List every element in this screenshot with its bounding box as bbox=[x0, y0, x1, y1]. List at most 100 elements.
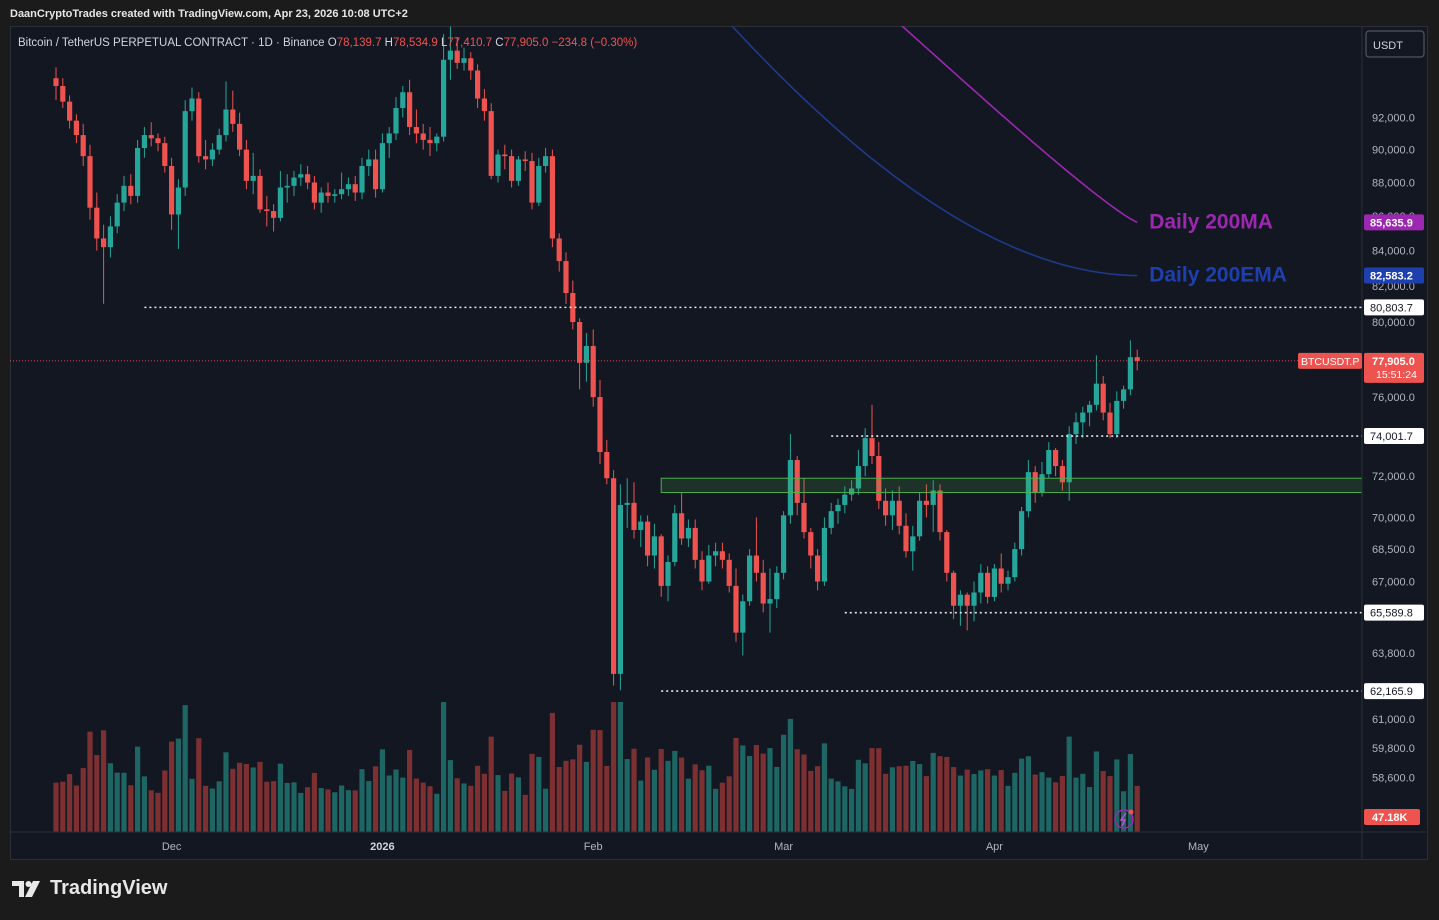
candle-body bbox=[1093, 383, 1099, 405]
legend-value: O bbox=[328, 37, 337, 49]
volume-bar bbox=[787, 718, 793, 832]
volume-bar bbox=[475, 765, 481, 832]
price-axis: USDT92,000.090,000.088,000.086,000.084,0… bbox=[10, 26, 1428, 860]
legend-symbol[interactable]: Bitcoin / TetherUS PERPETUAL CONTRACT · … bbox=[18, 37, 637, 49]
candle-body bbox=[461, 58, 467, 63]
volume-bar bbox=[237, 762, 243, 832]
volume-bar bbox=[733, 737, 739, 832]
candle-body bbox=[978, 572, 984, 593]
candle-body bbox=[828, 511, 834, 528]
candle-body bbox=[155, 138, 161, 144]
candle-body bbox=[298, 174, 304, 178]
volume-bar bbox=[910, 760, 916, 832]
volume-bar bbox=[80, 768, 86, 832]
volume-bar bbox=[1066, 736, 1072, 832]
volume-bar bbox=[855, 759, 861, 832]
candle-body bbox=[1059, 466, 1065, 483]
countdown-label: 15:51:24 bbox=[1376, 369, 1417, 381]
volume-bar bbox=[407, 749, 413, 832]
volume-bar bbox=[502, 790, 508, 832]
volume-bar bbox=[298, 792, 304, 832]
volume-bar bbox=[1053, 782, 1059, 832]
volume-bar bbox=[413, 778, 419, 832]
candle-body bbox=[896, 500, 902, 526]
candle-body bbox=[889, 500, 895, 516]
ema200-line bbox=[730, 26, 1138, 277]
candle-body bbox=[903, 525, 909, 552]
volume-bar bbox=[223, 752, 229, 832]
volume-bar bbox=[114, 772, 120, 832]
volume-bar bbox=[162, 770, 168, 832]
price-tick-label: 84,000.0 bbox=[1372, 246, 1415, 258]
candle-body bbox=[135, 148, 141, 196]
candle-body bbox=[726, 559, 732, 586]
candle-body bbox=[883, 500, 889, 516]
candle-body bbox=[128, 185, 134, 196]
legend-value: C bbox=[492, 37, 504, 49]
volume-bar bbox=[774, 766, 780, 832]
candle-body bbox=[107, 226, 113, 248]
volume-bar bbox=[53, 782, 59, 832]
candle-body bbox=[774, 572, 780, 600]
candle-body bbox=[121, 185, 127, 203]
volume-bar bbox=[196, 738, 202, 832]
candle-body bbox=[1087, 404, 1093, 413]
volume-bar bbox=[94, 755, 100, 832]
candle-body bbox=[447, 50, 453, 60]
volume-bar bbox=[998, 770, 1004, 832]
volume-bar bbox=[141, 776, 147, 832]
price-tick-label: 72,000.0 bbox=[1372, 471, 1415, 483]
volume-bar bbox=[651, 769, 657, 832]
volume-value-label: 47.18K bbox=[1372, 812, 1408, 824]
candle-body bbox=[366, 159, 372, 166]
volume-bar bbox=[264, 781, 270, 832]
candle-body bbox=[209, 149, 215, 160]
candle-body bbox=[971, 592, 977, 606]
candle-body bbox=[1080, 412, 1086, 423]
candle-body bbox=[243, 149, 249, 181]
candle-body bbox=[522, 159, 528, 162]
volume-bar bbox=[957, 775, 963, 832]
volume-bar bbox=[577, 744, 583, 832]
candle-body bbox=[441, 59, 447, 137]
candle-body bbox=[189, 98, 195, 112]
candle-body bbox=[842, 494, 848, 505]
volume-bar bbox=[631, 748, 637, 832]
candle-body bbox=[162, 143, 168, 166]
volume-bar bbox=[182, 705, 188, 832]
volume-bar bbox=[441, 702, 447, 832]
volume-bar bbox=[543, 788, 549, 832]
tradingview-logo[interactable]: TradingView bbox=[12, 877, 167, 900]
candle-body bbox=[1114, 400, 1120, 435]
volume-bar bbox=[964, 769, 970, 832]
volume-bar bbox=[427, 786, 433, 832]
volume-bar bbox=[107, 763, 113, 832]
volume-bar bbox=[917, 764, 923, 832]
level-label-box bbox=[1364, 299, 1424, 316]
volume-bar bbox=[60, 781, 66, 832]
volume-bar bbox=[420, 782, 426, 832]
volume-bar bbox=[318, 788, 324, 832]
candle-body bbox=[407, 92, 413, 128]
candle-body bbox=[60, 86, 66, 102]
candle-body bbox=[998, 568, 1004, 584]
volume-bar bbox=[672, 750, 678, 832]
volume-bar bbox=[495, 775, 501, 832]
volume-bar bbox=[155, 792, 161, 832]
candle-body bbox=[495, 154, 501, 176]
candle-body bbox=[223, 109, 229, 136]
candle-body bbox=[869, 438, 875, 457]
candle-body bbox=[753, 555, 759, 573]
volume-bar bbox=[706, 765, 712, 832]
candle-body bbox=[373, 159, 379, 190]
volume-bar bbox=[488, 736, 494, 832]
volume-bar bbox=[366, 781, 372, 832]
candle-body bbox=[277, 187, 283, 218]
price-tick-label: 67,000.0 bbox=[1372, 577, 1415, 589]
volume-bar bbox=[835, 781, 841, 832]
legend-value: L bbox=[438, 37, 448, 49]
candle-body bbox=[509, 156, 515, 181]
volume-bar bbox=[400, 777, 406, 832]
candle-body bbox=[1134, 357, 1140, 361]
